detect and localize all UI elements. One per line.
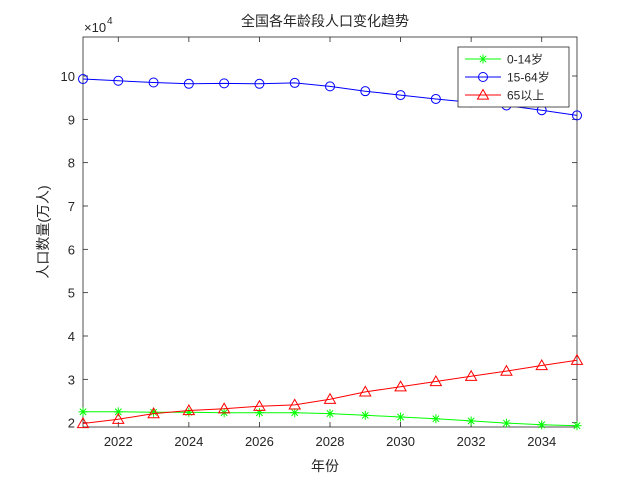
y-exponent-base: ×10: [84, 20, 106, 35]
x-axis-label: 年份: [311, 458, 339, 474]
legend-marker: [476, 88, 490, 100]
data-point-series-0: [290, 408, 300, 418]
data-point-series-2: [500, 364, 513, 376]
data-point-series-0: [572, 421, 582, 431]
data-point-series-2: [288, 398, 302, 410]
data-point-series-0: [325, 409, 335, 419]
data-point-series-2: [358, 385, 372, 397]
x-tick-label: 2028: [316, 434, 345, 449]
y-tick-label: 4: [68, 329, 75, 344]
data-point-series-0: [184, 407, 194, 417]
data-point-series-0: [466, 416, 476, 426]
data-point-series-1: [572, 110, 582, 121]
chart-title: 全国各年龄段人口变化趋势: [241, 13, 409, 29]
data-point-series-1: [183, 78, 194, 89]
data-point-series-1: [113, 75, 124, 86]
data-point-series-0: [113, 407, 123, 417]
data-point-series-2: [253, 399, 266, 411]
data-point-series-1: [395, 90, 406, 101]
data-point-series-2: [147, 407, 160, 419]
data-point-series-0: [254, 408, 264, 418]
y-axis-label: 人口数量(万人): [35, 185, 51, 278]
y-tick-label: 5: [68, 286, 75, 301]
legend-entry-label: 0-14岁: [507, 52, 543, 67]
data-point-series-1: [219, 78, 230, 89]
data-point-series-2: [464, 369, 478, 381]
data-point-series-2: [535, 358, 549, 371]
legend-entry-label: 15-64岁: [507, 70, 550, 85]
data-point-series-2: [323, 392, 337, 404]
y-tick-label: 9: [68, 112, 75, 127]
y-tick-label: 6: [68, 242, 75, 257]
data-point-series-2: [111, 412, 125, 424]
legend-entry-label: 65以上: [507, 89, 544, 103]
data-point-series-0: [501, 418, 511, 428]
y-tick-label: 3: [68, 372, 75, 387]
data-point-series-0: [431, 414, 441, 424]
data-point-series-0: [78, 407, 88, 417]
data-point-series-2: [76, 417, 90, 429]
y-exponent-power: 4: [107, 16, 113, 27]
data-point-series-1: [360, 86, 371, 97]
x-tick-label: 2022: [104, 434, 133, 449]
y-tick-label: 2: [68, 416, 75, 431]
data-point-series-2: [429, 374, 443, 387]
x-tick-label: 2032: [457, 434, 486, 449]
y-tick-label: 7: [68, 199, 75, 214]
data-point-series-2: [182, 404, 196, 416]
data-point-series-1: [289, 77, 300, 88]
data-point-series-2: [394, 380, 407, 392]
data-point-series-2: [570, 353, 584, 365]
x-tick-label: 2034: [527, 434, 556, 449]
data-point-series-1: [325, 81, 335, 92]
legend-marker: [478, 72, 488, 82]
legend-marker: [478, 54, 488, 64]
data-point-series-1: [254, 78, 265, 89]
x-tick-label: 2024: [174, 434, 203, 449]
data-point-series-0: [537, 420, 547, 430]
data-point-series-1: [78, 74, 88, 85]
y-exponent-label: ×10 4: [84, 16, 113, 35]
x-tick-label: 2030: [386, 434, 415, 449]
data-point-series-2: [217, 402, 231, 414]
y-tick-label: 8: [68, 156, 75, 171]
y-tick-label: 10: [61, 69, 75, 84]
data-point-series-0: [149, 407, 159, 417]
data-point-series-1: [148, 77, 159, 88]
data-point-series-0: [396, 412, 406, 422]
data-point-series-0: [360, 410, 370, 420]
data-point-series-1: [430, 93, 441, 104]
x-tick-label: 2026: [245, 434, 274, 449]
legend: 0-14岁 15-64岁 65以上: [457, 46, 570, 108]
series-line-2: [82, 359, 578, 424]
